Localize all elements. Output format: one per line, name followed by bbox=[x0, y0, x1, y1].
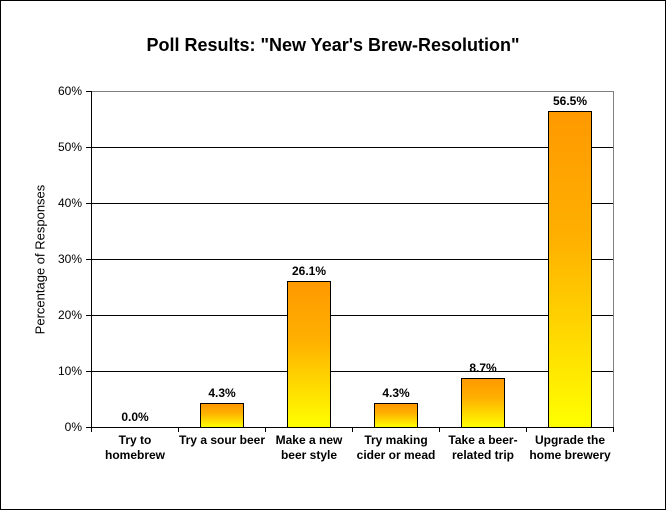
bar bbox=[548, 111, 592, 428]
y-tick-label: 40% bbox=[57, 196, 82, 210]
x-tick bbox=[352, 427, 353, 432]
y-tick-label: 50% bbox=[57, 140, 82, 154]
y-tick-label: 10% bbox=[57, 364, 82, 378]
x-tick-label: Take a beer-related trip bbox=[448, 433, 518, 462]
bar bbox=[287, 281, 331, 428]
y-tick-label: 20% bbox=[57, 308, 82, 322]
data-label: 26.1% bbox=[291, 264, 327, 278]
x-tick bbox=[439, 427, 440, 432]
y-tick bbox=[86, 203, 91, 204]
y-tick bbox=[86, 259, 91, 260]
y-tick bbox=[86, 147, 91, 148]
chart-title: Poll Results: "New Year's Brew-Resolutio… bbox=[146, 35, 520, 55]
x-tick-label: Try a sour beer bbox=[178, 433, 266, 447]
gridline bbox=[91, 371, 613, 372]
x-tick bbox=[613, 427, 614, 432]
x-tick-label: Upgrade the home brewery bbox=[529, 433, 611, 462]
gridline bbox=[91, 203, 613, 204]
data-label: 4.3% bbox=[208, 386, 236, 400]
bar bbox=[461, 378, 505, 428]
x-tick-label: Try making cider or mead bbox=[356, 433, 436, 462]
plot-area bbox=[91, 91, 614, 428]
gridline bbox=[91, 315, 613, 316]
x-tick bbox=[91, 427, 92, 432]
gridline bbox=[91, 147, 613, 148]
bar bbox=[200, 403, 244, 428]
data-label: 4.3% bbox=[382, 386, 410, 400]
gridline bbox=[91, 259, 613, 260]
y-tick bbox=[86, 371, 91, 372]
data-label: 0.0% bbox=[121, 410, 149, 424]
y-tick bbox=[86, 91, 91, 92]
y-tick-label: 30% bbox=[57, 252, 82, 266]
data-label: 8.7% bbox=[469, 361, 497, 375]
x-tick bbox=[178, 427, 179, 432]
data-label: 56.5% bbox=[552, 94, 588, 108]
x-tick bbox=[265, 427, 266, 432]
y-tick bbox=[86, 315, 91, 316]
y-axis bbox=[91, 91, 92, 428]
x-tick-label: Try to homebrew bbox=[104, 433, 165, 462]
x-tick-label: Make a new beer style bbox=[275, 433, 343, 462]
x-tick bbox=[526, 427, 527, 432]
y-tick-label: 60% bbox=[57, 84, 82, 98]
y-tick-label: 0% bbox=[64, 420, 82, 434]
x-axis bbox=[86, 427, 614, 428]
bar bbox=[374, 403, 418, 428]
